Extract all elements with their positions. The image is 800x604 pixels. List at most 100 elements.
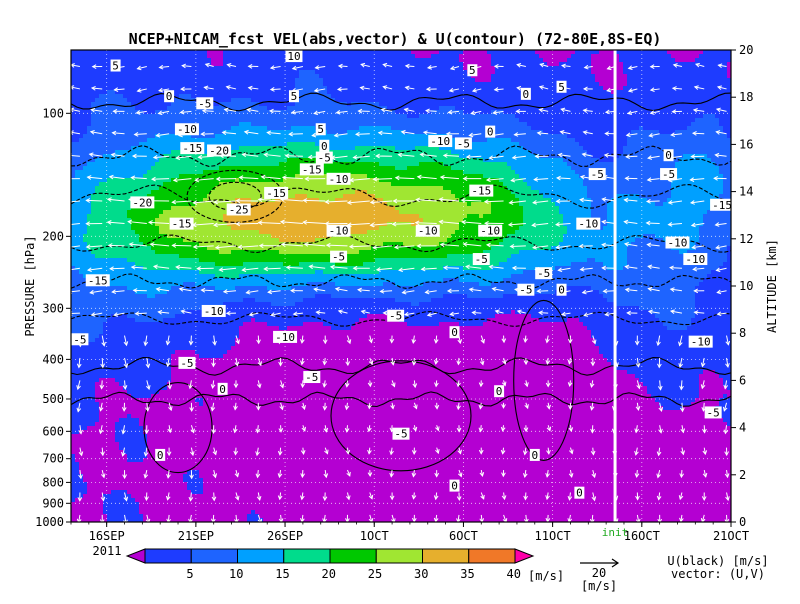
field-cell <box>123 482 128 487</box>
field-cell <box>211 478 216 483</box>
field-cell <box>179 262 184 267</box>
field-cell <box>139 298 144 303</box>
field-cell <box>71 470 76 475</box>
field-cell <box>143 214 148 219</box>
field-cell <box>87 162 92 167</box>
field-cell <box>219 374 224 379</box>
field-cell <box>91 306 96 311</box>
field-cell <box>111 202 116 207</box>
field-cell <box>79 314 84 319</box>
field-cell <box>175 190 180 195</box>
field-cell <box>223 66 228 71</box>
field-cell <box>155 494 160 499</box>
field-cell <box>75 346 80 351</box>
field-cell <box>99 466 104 471</box>
field-cell <box>199 286 204 291</box>
field-cell <box>115 238 120 243</box>
field-cell <box>83 294 88 299</box>
field-cell <box>223 318 228 323</box>
field-cell <box>211 158 216 163</box>
field-cell <box>171 334 176 339</box>
field-cell <box>183 170 188 175</box>
field-cell <box>131 498 136 503</box>
field-cell <box>203 182 208 187</box>
field-cell <box>151 86 156 91</box>
field-cell <box>123 118 128 123</box>
field-cell <box>79 278 84 283</box>
field-cell <box>99 134 104 139</box>
field-cell <box>103 218 108 223</box>
field-cell <box>79 506 84 511</box>
field-cell <box>103 474 108 479</box>
field-cell <box>219 414 224 419</box>
field-cell <box>111 118 116 123</box>
field-cell <box>143 178 148 183</box>
field-cell <box>175 254 180 259</box>
field-cell <box>111 498 116 503</box>
field-cell <box>87 430 92 435</box>
field-cell <box>203 54 208 59</box>
field-cell <box>143 310 148 315</box>
field-cell <box>231 514 236 519</box>
field-cell <box>171 174 176 179</box>
field-cell <box>147 122 152 127</box>
field-cell <box>79 398 84 403</box>
field-cell <box>135 330 140 335</box>
field-cell <box>175 370 180 375</box>
field-cell <box>75 170 80 175</box>
field-cell <box>91 434 96 439</box>
field-cell <box>235 418 240 423</box>
field-cell <box>207 490 212 495</box>
field-cell <box>183 210 188 215</box>
field-cell <box>127 102 132 107</box>
field-cell <box>71 422 76 427</box>
field-cell <box>131 378 136 383</box>
field-cell <box>147 358 152 363</box>
field-cell <box>71 146 76 151</box>
field-cell <box>171 210 176 215</box>
field-cell <box>223 238 228 243</box>
field-cell <box>147 222 152 227</box>
field-cell <box>115 150 120 155</box>
field-cell <box>95 74 100 79</box>
field-cell <box>155 74 160 79</box>
field-cell <box>183 118 188 123</box>
field-cell <box>111 98 116 103</box>
field-cell <box>107 206 112 211</box>
field-cell <box>107 478 112 483</box>
field-cell <box>123 398 128 403</box>
field-cell <box>139 50 144 55</box>
field-cell <box>75 446 80 451</box>
field-cell <box>155 142 160 147</box>
field-cell <box>211 78 216 83</box>
field-cell <box>175 434 180 439</box>
field-cell <box>91 330 96 335</box>
field-cell <box>171 366 176 371</box>
field-cell <box>159 78 164 83</box>
field-cell <box>159 474 164 479</box>
field-cell <box>143 102 148 107</box>
field-cell <box>175 478 180 483</box>
field-cell <box>195 498 200 503</box>
field-cell <box>127 390 132 395</box>
field-cell <box>131 126 136 131</box>
field-cell <box>211 118 216 123</box>
field-cell <box>143 394 148 399</box>
field-cell <box>227 334 232 339</box>
field-cell <box>95 158 100 163</box>
field-cell <box>167 434 172 439</box>
field-cell <box>195 386 200 391</box>
field-cell <box>171 382 176 387</box>
field-cell <box>71 386 76 391</box>
field-cell <box>163 354 168 359</box>
field-cell <box>219 118 224 123</box>
field-cell <box>135 250 140 255</box>
field-cell <box>143 330 148 335</box>
field-cell <box>115 294 120 299</box>
field-cell <box>111 254 116 259</box>
field-cell <box>163 310 168 315</box>
field-cell <box>199 370 204 375</box>
field-cell <box>219 134 224 139</box>
field-cell <box>71 230 76 235</box>
field-cell <box>143 462 148 467</box>
